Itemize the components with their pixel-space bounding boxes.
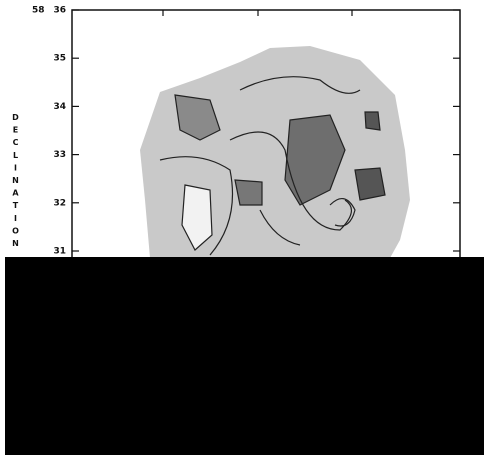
- y-tick-label: 35: [53, 54, 66, 64]
- contour-map: [140, 46, 410, 258]
- y-tick-label: 34: [53, 102, 66, 112]
- y-tick-label: 32: [53, 198, 66, 208]
- y-tick-label: 36: [53, 6, 66, 16]
- y-tick-label: 31: [53, 247, 66, 257]
- axis-label: DECLINATION: [11, 113, 20, 252]
- top-ticks: [162, 10, 353, 16]
- redaction: [5, 257, 484, 455]
- y-tick-label: 33: [53, 150, 66, 160]
- degree-label: 58: [32, 6, 45, 16]
